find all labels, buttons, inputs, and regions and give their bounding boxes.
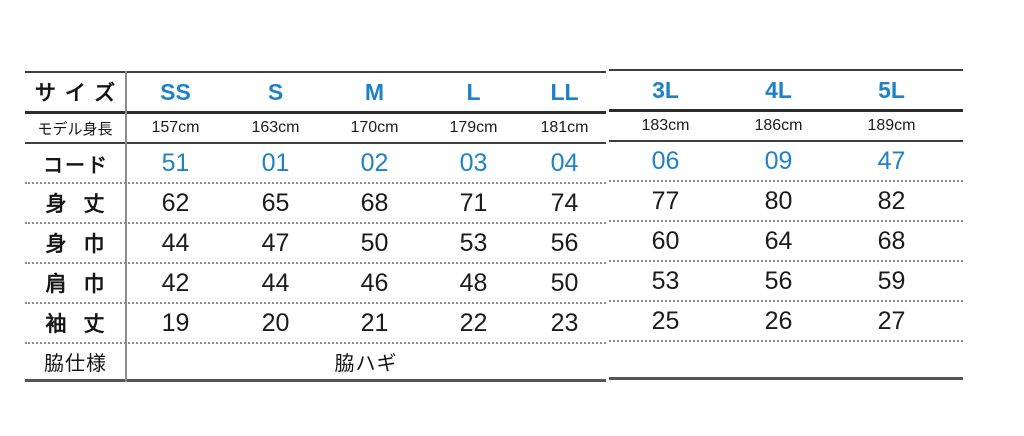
cell-body-width-M: 50 [360,228,389,257]
dotted-divider-left-1 [25,182,606,184]
cell-body-length-5L: 82 [877,186,906,215]
model-divider-left [25,142,606,144]
dotted-divider-right-4 [609,300,963,302]
top-border-right [609,69,963,71]
label-column-divider [125,71,127,382]
row-label-size: サイズ [34,82,125,105]
cell-shoulder-width-L: 48 [459,268,488,297]
cell-sleeve-length-L: 22 [459,308,488,337]
cell-body-width-SS: 44 [161,228,190,257]
cell-size-header-LL: LL [550,78,579,105]
row-label-body-length: 身丈 [45,193,122,216]
header-divider-left [25,111,606,114]
cell-shoulder-width-S: 44 [261,268,290,297]
cell-shoulder-width-M: 46 [360,268,389,297]
cell-shoulder-width-3L: 53 [651,266,680,295]
cell-body-width-LL: 56 [550,228,579,257]
cell-body-width-L: 53 [459,228,488,257]
cell-shoulder-width-5L: 59 [877,266,906,295]
bottom-border-right [609,377,963,380]
cell-model-height-L: 179cm [449,119,498,136]
cell-model-height-LL: 181cm [540,119,589,136]
row-label-shoulder-width: 肩巾 [45,273,122,296]
cell-code-L: 03 [459,148,488,177]
cell-model-height-4L: 186cm [754,117,803,134]
cell-sleeve-length-LL: 23 [550,308,579,337]
cell-sleeve-length-5L: 27 [877,306,906,335]
size-chart-right-section: 3L 183cm 06 77 60 53 25 4L 186cm 09 80 64 56 26 5L 189c… [609,69,963,380]
cell-shoulder-width-SS: 42 [161,268,190,297]
cell-code-S: 01 [261,148,290,177]
cell-model-height-3L: 183cm [641,117,690,134]
dotted-divider-right-1 [609,180,963,182]
cell-body-length-SS: 62 [161,188,190,217]
cell-model-height-M: 170cm [350,119,399,136]
row-label-code: コード [43,154,109,177]
cell-body-length-LL: 74 [550,188,579,217]
cell-sleeve-length-S: 20 [261,308,290,337]
cell-sleeve-length-M: 21 [360,308,389,337]
cell-size-header-5L: 5L [878,76,905,103]
row-label-sleeve-length: 袖丈 [45,313,122,336]
dotted-divider-left-4 [25,302,606,304]
cell-sleeve-length-3L: 25 [651,306,680,335]
model-divider-right [609,140,963,142]
cell-size-header-L: L [466,78,481,105]
row-label-model-height: モデル身長 [37,120,113,138]
cell-size-header-4L: 4L [765,76,792,103]
cell-body-width-3L: 60 [651,226,680,255]
cell-body-length-L: 71 [459,188,488,217]
cell-body-width-4L: 64 [764,226,793,255]
row-label-side-spec: 脇仕様 [44,353,107,375]
cell-body-length-M: 68 [360,188,389,217]
cell-model-height-S: 163cm [251,119,300,136]
cell-code-M: 02 [360,148,389,177]
cell-model-height-SS: 157cm [151,119,200,136]
dotted-divider-left-3 [25,262,606,264]
cell-side-spec-value: 脇ハギ [334,353,398,375]
dotted-divider-left-2 [25,222,606,224]
cell-size-header-S: S [267,78,284,105]
dotted-divider-left-5 [25,342,606,344]
cell-code-4L: 09 [764,146,793,175]
cell-sleeve-length-4L: 26 [764,306,793,335]
cell-body-length-S: 65 [261,188,290,217]
cell-shoulder-width-4L: 56 [764,266,793,295]
cell-size-header-M: M [364,78,385,105]
cell-body-length-4L: 80 [764,186,793,215]
cell-model-height-5L: 189cm [867,117,916,134]
cell-code-LL: 04 [550,148,579,177]
cell-sleeve-length-SS: 19 [161,308,190,337]
cell-code-3L: 06 [651,146,680,175]
cell-body-width-5L: 68 [877,226,906,255]
dotted-divider-right-5 [609,340,963,342]
row-label-body-width: 身巾 [45,233,122,256]
cell-shoulder-width-LL: 50 [550,268,579,297]
cell-body-width-S: 47 [261,228,290,257]
size-chart-left-section: サイズ モデル身長 コード 身丈 身巾 肩巾 袖丈 脇仕様 [25,71,606,382]
top-border-left [25,71,606,73]
cell-code-SS: 51 [161,148,190,177]
cell-size-header-3L: 3L [652,76,679,103]
cell-size-header-SS: SS [160,78,191,105]
bottom-border-left [25,379,606,382]
cell-code-5L: 47 [877,146,906,175]
cell-body-length-3L: 77 [651,186,680,215]
dotted-divider-right-2 [609,220,963,222]
dotted-divider-right-3 [609,260,963,262]
header-divider-right [609,109,963,112]
